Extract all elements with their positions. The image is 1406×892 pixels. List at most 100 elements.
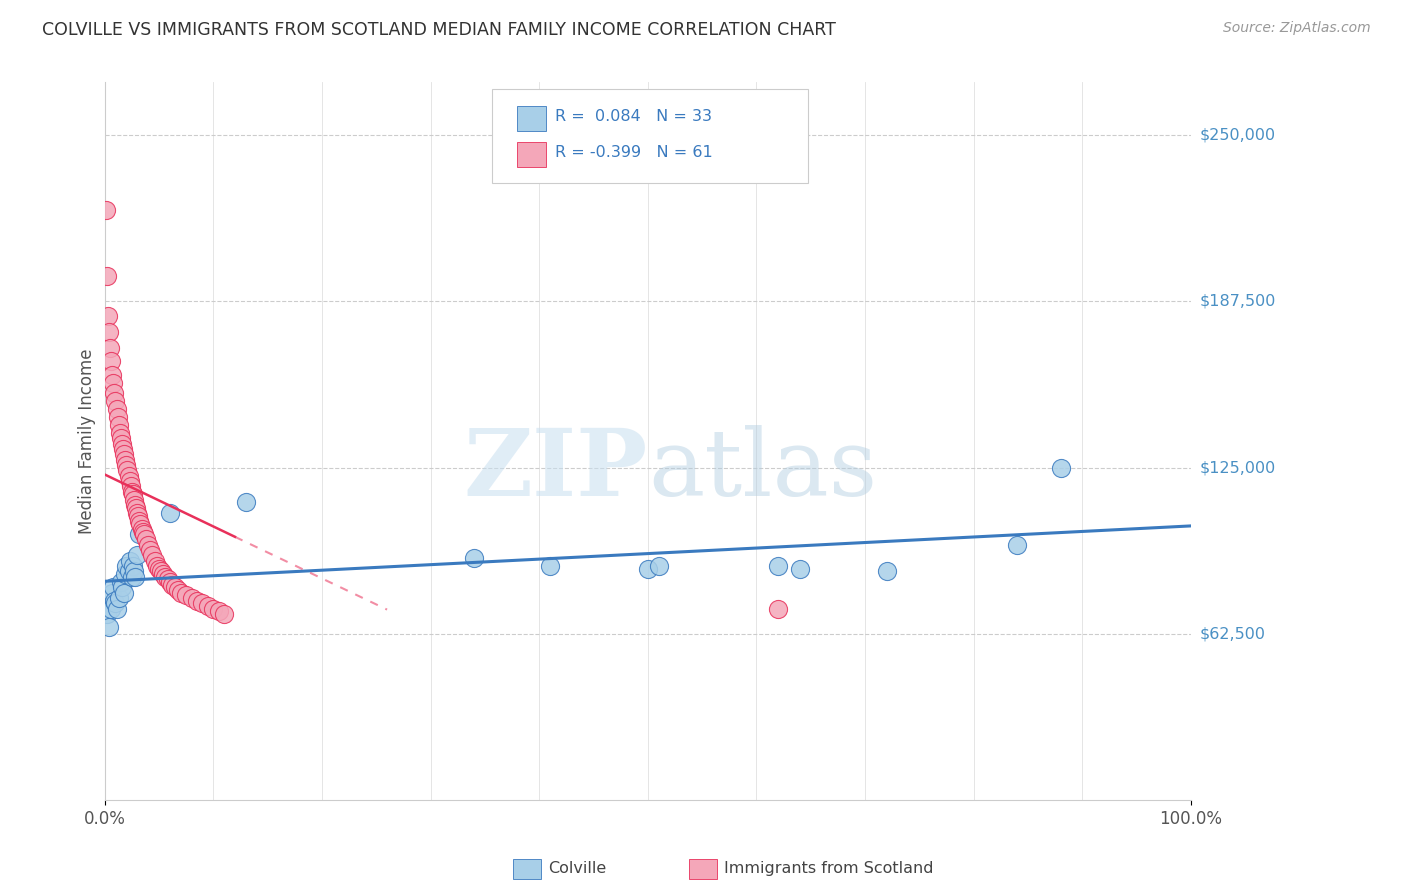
Point [127,508,149,523]
Point [152,567,174,582]
Point [121,570,143,584]
Point [103,581,125,595]
Point [141,549,163,563]
Point [112,442,135,456]
Point [121,487,143,501]
Point [112,447,135,461]
Point [159,575,181,590]
Point [117,468,139,483]
Point [107,418,129,433]
Point [117,463,139,477]
Point [107,410,129,425]
Point [145,559,167,574]
Point [124,498,146,512]
Point [104,394,127,409]
Point [114,452,136,467]
Point [165,581,187,595]
Point [235,495,257,509]
Point [108,426,131,441]
Point [125,500,148,515]
Text: R =  0.084   N = 33: R = 0.084 N = 33 [555,110,713,124]
Point [131,524,153,539]
Point [174,588,197,602]
Point [148,562,170,576]
Point [1049,460,1071,475]
Point [105,601,128,615]
Point [186,593,208,607]
Point [118,474,141,488]
Point [112,585,135,599]
Point [100,601,122,615]
Point [97,620,120,634]
Point [115,559,138,574]
Y-axis label: Median Family Income: Median Family Income [79,348,96,533]
Point [110,431,132,445]
Text: R = -0.399   N = 61: R = -0.399 N = 61 [555,145,713,160]
Point [180,591,202,605]
Text: atlas: atlas [648,425,877,515]
Point [167,582,190,597]
Point [110,575,132,590]
Text: Immigrants from Scotland: Immigrants from Scotland [724,862,934,876]
Point [114,567,136,582]
Point [111,436,134,450]
Point [127,549,149,563]
Text: COLVILLE VS IMMIGRANTS FROM SCOTLAND MEDIAN FAMILY INCOME CORRELATION CHART: COLVILLE VS IMMIGRANTS FROM SCOTLAND MED… [42,21,837,38]
Point [103,386,125,401]
Point [121,559,143,574]
Text: $250,000: $250,000 [1199,128,1275,143]
Point [197,599,219,613]
Text: Source: ZipAtlas.com: Source: ZipAtlas.com [1223,21,1371,35]
Point [121,484,143,499]
Point [107,591,129,605]
Point [105,402,128,417]
Point [876,565,898,579]
Point [96,607,118,621]
Point [159,506,181,520]
Point [212,607,235,621]
Point [97,309,120,323]
Point [637,562,659,576]
Point [135,533,157,547]
Point [132,527,155,541]
Point [766,601,789,615]
Text: Colville: Colville [548,862,606,876]
Point [98,341,121,355]
Point [538,559,561,574]
Point [131,522,153,536]
Point [139,543,162,558]
Point [128,527,150,541]
Point [115,458,138,472]
Point [463,551,485,566]
Point [94,202,117,217]
Point [766,559,789,574]
Point [120,479,142,493]
Point [155,570,177,584]
Text: $187,500: $187,500 [1199,293,1275,309]
Point [156,573,179,587]
Point [101,585,124,599]
Point [96,269,118,284]
Text: ZIP: ZIP [464,425,648,515]
Point [150,565,173,579]
Point [208,604,231,618]
Point [104,596,127,610]
Point [789,562,811,576]
Point [169,585,191,599]
Point [143,554,166,568]
Point [128,514,150,528]
Point [103,376,125,390]
Point [100,354,122,368]
Point [117,565,139,579]
Text: $125,000: $125,000 [1199,460,1275,475]
Point [127,506,149,520]
Point [122,492,145,507]
Point [191,596,214,610]
Point [202,601,225,615]
Point [136,538,159,552]
Point [111,581,134,595]
Point [97,325,120,339]
Point [103,593,125,607]
Point [101,368,124,382]
Point [129,516,152,531]
